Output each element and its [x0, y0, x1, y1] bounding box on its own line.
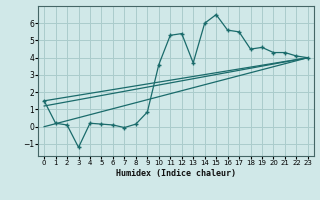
X-axis label: Humidex (Indice chaleur): Humidex (Indice chaleur): [116, 169, 236, 178]
